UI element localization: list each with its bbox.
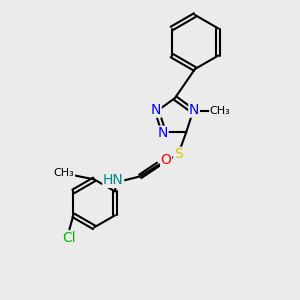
- Text: HN: HN: [103, 173, 124, 188]
- Text: N: N: [151, 103, 161, 117]
- Text: CH₃: CH₃: [54, 168, 74, 178]
- Text: O: O: [161, 153, 172, 167]
- Text: S: S: [174, 147, 182, 161]
- Text: Cl: Cl: [63, 231, 76, 245]
- Text: N: N: [158, 126, 168, 140]
- Text: N: N: [189, 103, 199, 117]
- Text: CH₃: CH₃: [210, 106, 230, 116]
